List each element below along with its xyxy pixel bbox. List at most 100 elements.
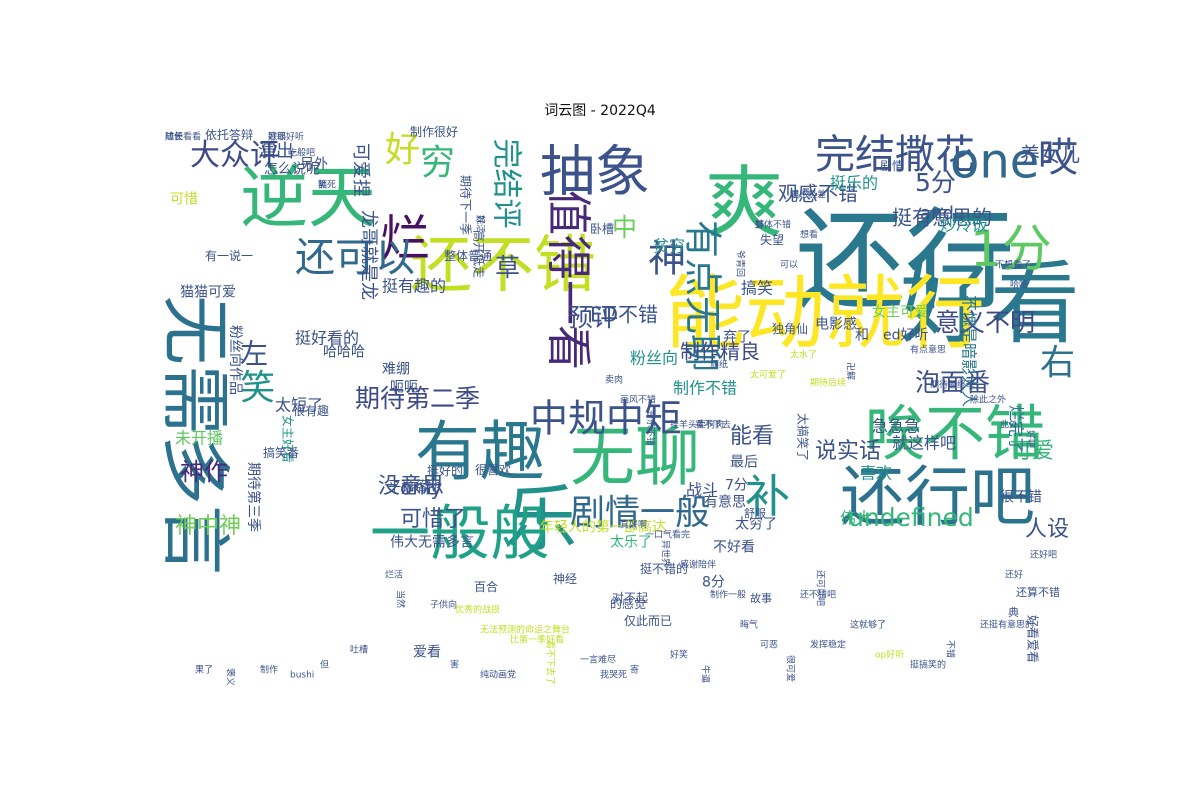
word-cloud-word: 哎 [1038,135,1078,181]
word-cloud-word: 穷 [420,143,455,183]
word-cloud-word: 整体普通 [444,248,492,263]
word-cloud-word: 伟大 [840,508,872,527]
word-cloud-word: 优秀的战损 [455,603,500,615]
word-cloud-word: 完结撒花 [815,132,975,178]
word-cloud-word: 平稳落地 [388,479,440,495]
word-cloud-word: 战斗 [686,480,718,499]
word-cloud-word: 好耶 [268,130,286,142]
word-cloud-word: 喵 [790,189,799,200]
word-cloud-word: 牛逼 [700,665,712,683]
word-cloud-word: 急急急 [872,416,920,435]
word-cloud-word: 女主好看 [281,415,296,463]
word-cloud-word: 太水了 [790,348,817,360]
word-cloud-word: 好看 [900,251,1080,356]
word-cloud-word: 卧槽 [590,222,614,236]
word-cloud-word: 喜欢 [860,463,892,482]
word-cloud-word: 还不错吧 [800,588,836,600]
word-cloud-word: 弃了 [723,330,751,346]
word-cloud-word: 很可爱 [785,655,797,682]
word-cloud-word: 最后 [730,455,758,471]
word-cloud-word: 故事 [750,591,772,605]
word-cloud-word: 女主可爱 [872,304,928,321]
word-cloud-word: 可爱 [1010,439,1054,464]
word-cloud-word: 随便看看 [165,130,201,142]
word-cloud-word: 神 [648,236,686,280]
word-cloud-word: 有一说一 [205,248,253,263]
word-cloud-word: 有点无聊 [681,220,725,372]
word-cloud-word: 搞笑番 [263,445,299,460]
word-cloud-word: 未开播 [175,428,223,447]
word-cloud-word: 贫穷 [653,236,685,255]
word-cloud-word: op好听 [875,648,904,660]
word-cloud-word: 挺好的 [427,463,463,478]
word-cloud-word: 可爱捏 [350,143,371,197]
word-cloud-word: 异世界 [660,540,672,567]
word-cloud-word: 高开低走 [472,230,487,278]
word-cloud-word: 左 [240,337,268,370]
word-cloud-word: one [950,133,1039,189]
word-cloud-word: 有点意思 [910,343,946,355]
word-cloud-word: 还挺有意思的 [980,618,1034,630]
word-cloud-word: 舒服 [744,506,766,520]
word-cloud-word: 意义不明 [935,308,1035,337]
word-cloud-word: 笑死 [318,178,336,190]
word-cloud-word: 好笑 [670,648,688,660]
word-cloud-word: 典 [1008,605,1019,619]
word-cloud-word: 卖肉 [605,373,623,385]
word-cloud-word: 呃呃 [390,380,418,396]
word-cloud-word: 爷青回 [735,250,747,277]
word-cloud-word: 另外 [300,157,328,173]
word-cloud-word: 看不下去 [695,418,731,430]
word-cloud-word: 还行吧 [840,460,1035,535]
word-cloud-word: 剧情一般 [570,493,710,533]
word-cloud-word: bushi [290,670,314,680]
word-cloud-word: 挺不错的 [640,561,688,576]
word-cloud-word: 还可以 [295,235,415,281]
word-cloud-word: 大众评 [190,138,280,173]
word-cloud-word: 太可爱了 [750,368,786,380]
word-cloud-word: 可恶 [760,639,778,650]
word-cloud-word: 观感不错 [778,182,858,206]
word-cloud-word: 怎么说呢 [264,162,320,178]
word-cloud-word: 吐槽 [350,643,368,655]
word-cloud-word: 太乐了 [610,535,652,551]
word-cloud-word: ED不错 [590,303,658,327]
word-cloud-word: 烂 [380,210,430,268]
word-cloud-word: 制作一般 [710,588,746,600]
word-cloud-word: 哈哈哈 [323,345,365,361]
word-cloud-word: 无需多言 [154,295,236,575]
word-cloud-word: 制作精良 [680,340,760,364]
word-cloud-word: 很有趣 [293,403,329,418]
word-cloud-word: 可惜 [170,192,198,208]
word-cloud-word: 褒义 [225,668,237,685]
word-cloud-word: 说实话 [815,439,881,464]
word-cloud-word: 逆天 [240,159,376,238]
word-cloud-word: 不好看 [713,540,755,556]
word-cloud-word: 挺乐的 [830,173,878,192]
word-cloud-word: 制作 [260,663,278,675]
word-cloud-word: 想看 [800,228,818,240]
word-cloud-word: 养女儿 [1020,143,1080,167]
word-cloud-word: 抽象 [540,139,650,203]
word-cloud-word: 草 [495,253,520,282]
word-cloud-word: 纯动画党 [480,668,516,680]
word-cloud-word: 猫猫可爱 [180,285,236,301]
word-cloud-word: 一般般 [370,500,550,570]
word-cloud-word: 画风不错 [620,393,656,405]
word-cloud-word: 能看 [730,424,774,449]
word-cloud-word: 中 [612,213,637,242]
word-cloud-word: 挂羊头卖狗肉 [670,418,724,430]
word-cloud-word: 晦气 [740,618,758,630]
word-cloud-word: 制作很好 [410,125,458,139]
word-cloud-word: 神作 [180,458,228,486]
word-cloud-word: 感谢陪伴 [680,558,716,570]
word-cloud-word: 音乐不错 [645,410,657,446]
word-cloud-word: 预评 [568,303,618,332]
word-cloud-word: 炒冷饭 [940,215,988,234]
word-cloud-word: 神中神 [175,514,241,539]
word-cloud-word: 中规中矩 [530,396,682,440]
word-cloud-word: undefined [848,503,974,532]
word-cloud-word: 伟大无需多言 [390,534,474,551]
word-cloud-word: 和 [855,328,869,344]
